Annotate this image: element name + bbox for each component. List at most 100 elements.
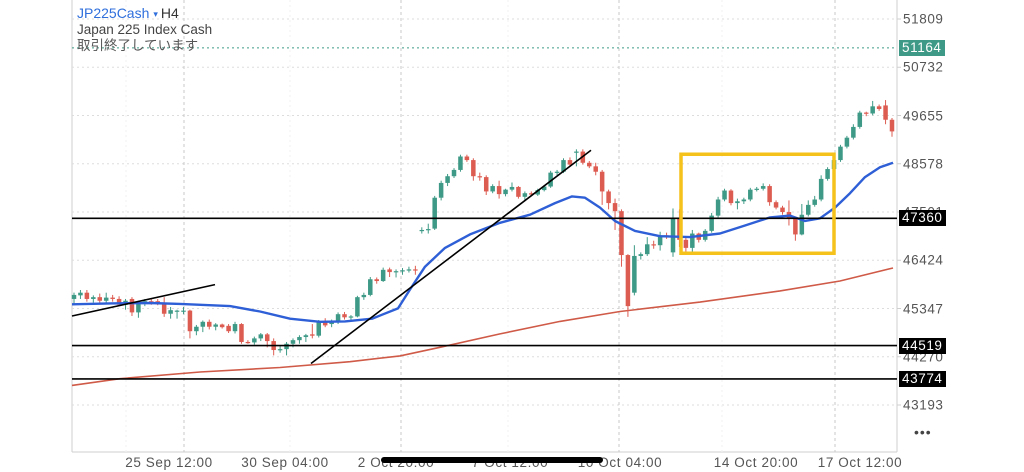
candle-up (870, 106, 875, 114)
candle-down (207, 321, 212, 327)
candle-down (245, 341, 251, 344)
candle-up (715, 199, 721, 216)
candle-down (651, 244, 656, 246)
candle-down (767, 186, 772, 203)
candle-down (593, 166, 598, 172)
trend-line[interactable] (310, 149, 592, 365)
candle-up (194, 326, 199, 332)
candle-up (277, 349, 283, 351)
moving-average-slow (71, 267, 894, 387)
candle-down (187, 310, 193, 332)
candle-up (812, 199, 817, 205)
candle-up (522, 193, 528, 197)
candle-down (780, 207, 785, 213)
candle-down (587, 162, 592, 167)
candle-down (793, 218, 798, 235)
candle-up (361, 294, 367, 298)
candle-up (574, 151, 579, 153)
candle-up (657, 235, 663, 246)
candle-up (644, 244, 650, 255)
candle-down (625, 255, 631, 307)
candle-down (773, 202, 779, 208)
candle-up (174, 310, 180, 312)
candle-up (425, 229, 431, 231)
candle-up (91, 297, 96, 299)
candle-up (806, 204, 811, 215)
candle-up (355, 297, 360, 317)
candle-up (393, 271, 399, 273)
candle-up (252, 338, 257, 343)
candle-down (516, 186, 521, 197)
time-axis-label: 17 Oct 12:00 (817, 455, 903, 470)
candle-up (181, 310, 186, 312)
candle-down (477, 176, 483, 178)
candle-up (825, 169, 830, 179)
candle-up (432, 197, 437, 229)
price-axis-label: 43193 (903, 397, 944, 413)
candle-up (535, 190, 541, 195)
moving-average-fast (71, 161, 894, 323)
candle-down (161, 302, 167, 314)
symbol-selector[interactable]: JP225Cash (77, 5, 150, 21)
candle-down (728, 190, 734, 204)
highlight-rectangle[interactable] (679, 152, 836, 256)
candle-up (638, 254, 644, 256)
candle-up (741, 199, 747, 202)
candle-down (606, 191, 611, 204)
price-axis-label: 48578 (903, 156, 944, 172)
candle-down (97, 297, 103, 301)
candle-up (548, 172, 553, 187)
scroll-indicator[interactable] (381, 457, 603, 463)
candle-up (316, 322, 322, 336)
candle-up (303, 335, 309, 338)
instrument-name: Japan 225 Index Cash (77, 22, 213, 37)
candle-up (632, 255, 637, 293)
candle-up (168, 310, 173, 314)
candle-up (844, 137, 850, 147)
candle-up (818, 178, 824, 200)
current-price-badge: 51164 (899, 39, 945, 56)
candle-up (419, 229, 425, 232)
candle-up (451, 169, 457, 177)
candle-up (851, 126, 856, 138)
candle-down (496, 186, 502, 195)
candle-down (129, 298, 135, 313)
candle-up (541, 186, 547, 191)
line-price-badge: 44519 (899, 337, 946, 354)
line-price-badge: 43774 (899, 370, 946, 387)
chevron-down-icon[interactable]: ▾ (153, 9, 158, 19)
line-price-badge: 47360 (899, 210, 946, 227)
candle-down (310, 334, 315, 336)
candle-down (239, 324, 244, 342)
candle-up (709, 215, 714, 231)
candle-up (380, 269, 386, 282)
candle-down (322, 322, 328, 326)
candle-down (599, 171, 605, 192)
candle-down (387, 269, 392, 273)
candle-down (342, 314, 347, 318)
time-axis-label: 14 Oct 20:00 (713, 455, 799, 470)
candle-up (503, 189, 508, 195)
candle-up (329, 321, 334, 325)
candle-up (136, 302, 141, 313)
candle-up (258, 334, 264, 339)
candle-down (567, 160, 573, 165)
price-axis-label: 50732 (903, 59, 944, 75)
candle-up (458, 156, 463, 170)
price-axis-label: 51809 (903, 11, 944, 27)
candle-down (110, 297, 115, 299)
candle-up (561, 160, 566, 172)
candle-down (264, 334, 270, 342)
candle-down (889, 119, 895, 132)
market-status: 取引終了しています (77, 38, 199, 53)
candle-up (213, 324, 218, 327)
more-options-icon[interactable]: ••• (914, 424, 932, 440)
candle-up (754, 188, 759, 190)
candle-up (290, 340, 296, 344)
candle-up (690, 233, 695, 248)
candle-up (200, 321, 206, 327)
trend-line[interactable] (71, 283, 216, 317)
timeframe-label[interactable]: H4 (160, 5, 179, 21)
